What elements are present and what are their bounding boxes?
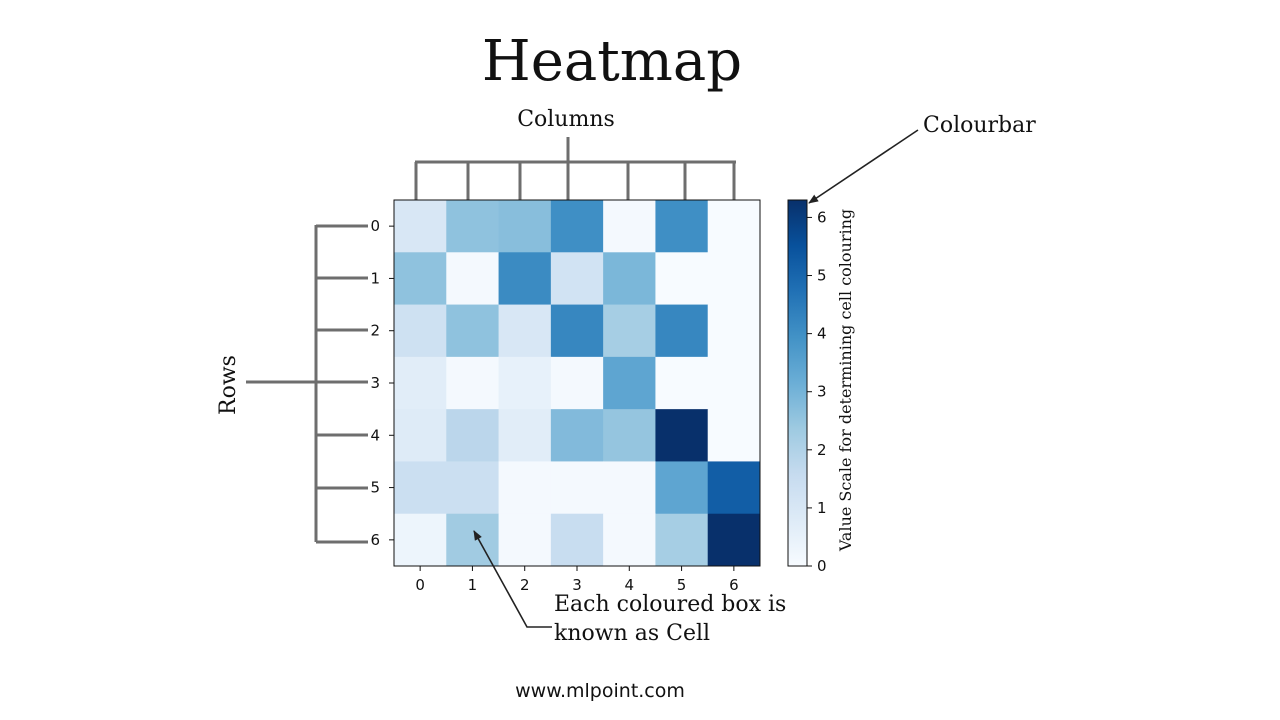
- colourbar-arrow: [808, 129, 919, 204]
- heatmap-cell-3-6: [707, 356, 761, 410]
- heatmap-cell-2-1: [446, 304, 500, 358]
- x-tick-label: 4: [625, 576, 635, 594]
- heatmap-cell-1-3: [550, 252, 604, 306]
- y-tick-label: 1: [370, 269, 380, 287]
- heatmap-cell-2-6: [707, 304, 761, 358]
- heatmap-cell-0-5: [655, 200, 709, 253]
- heatmap-cell-4-3: [550, 409, 604, 462]
- y-tick-label: 3: [370, 374, 380, 392]
- heatmap-cell-0-1: [446, 200, 500, 253]
- heatmap-cell-1-2: [498, 252, 552, 306]
- colourbar-tick-label: 3: [817, 383, 827, 401]
- y-axis-ticks: 0 1 2 3 4 5 6: [370, 217, 394, 549]
- heatmap-cell-3-0: [394, 356, 447, 410]
- rows-bracket: [246, 224, 368, 544]
- heatmap-cell-1-0: [394, 252, 447, 306]
- heatmap-cell-4-0: [394, 409, 447, 462]
- x-tick-label: 5: [677, 576, 687, 594]
- heatmap-cell-1-4: [603, 252, 656, 306]
- columns-bracket: [414, 137, 736, 200]
- heatmap-cell-4-1: [446, 409, 500, 462]
- heatmap-cell-0-6: [707, 200, 761, 253]
- heatmap-cell-4-6: [707, 409, 761, 462]
- colourbar-tick-label: 5: [817, 267, 827, 285]
- heatmap-cell-5-1: [446, 461, 500, 515]
- heatmap-cell-3-3: [550, 356, 604, 410]
- heatmap-cell-5-5: [655, 461, 709, 515]
- colourbar-label: Colourbar: [923, 113, 1036, 138]
- colourbar-tick-label: 1: [817, 499, 827, 517]
- heatmap-cell-6-5: [655, 513, 709, 567]
- heatmap-cell-3-5: [655, 356, 709, 410]
- heatmap-cell-5-4: [603, 461, 656, 515]
- heatmap-cell-6-0: [394, 513, 447, 567]
- heatmap-cell-5-2: [498, 461, 552, 515]
- footer-url: www.mlpoint.com: [515, 680, 685, 702]
- heatmap-cell-6-6: [707, 513, 761, 567]
- x-tick-label: 3: [572, 576, 582, 594]
- heatmap-grid: [394, 200, 761, 567]
- x-tick-label: 0: [415, 576, 425, 594]
- heatmap-cell-6-3: [550, 513, 604, 567]
- heatmap-cell-0-0: [394, 200, 447, 253]
- heatmap-cell-1-1: [446, 252, 500, 306]
- heatmap-cell-1-5: [655, 252, 709, 306]
- cell-arrow: [473, 530, 552, 628]
- y-tick-label: 0: [370, 217, 380, 235]
- heatmap-cell-2-0: [394, 304, 447, 358]
- heatmap-cell-3-1: [446, 356, 500, 410]
- heatmap-cell-0-2: [498, 200, 552, 253]
- cell-note-line2: known as Cell: [554, 621, 710, 646]
- heatmap-cell-2-3: [550, 304, 604, 358]
- heatmap-cell-0-4: [603, 200, 656, 253]
- heatmap-cell-3-4: [603, 356, 656, 410]
- x-tick-label: 2: [520, 576, 530, 594]
- heatmap-cell-6-4: [603, 513, 656, 567]
- heatmap-cell-2-2: [498, 304, 552, 358]
- x-tick-label: 6: [729, 576, 739, 594]
- heatmap-cell-5-3: [550, 461, 604, 515]
- heatmap-cell-4-5: [655, 409, 709, 462]
- y-tick-label: 5: [370, 479, 380, 497]
- colourbar-tick-label: 2: [817, 441, 827, 459]
- heatmap-cell-5-6: [707, 461, 761, 515]
- heatmap-cell-0-3: [550, 200, 604, 253]
- heatmap-cell-2-4: [603, 304, 656, 358]
- heatmap-cell-5-0: [394, 461, 447, 515]
- colourbar-axis-label: Value Scale for determining cell colouri…: [836, 209, 855, 552]
- y-tick-label: 4: [370, 426, 380, 444]
- y-tick-label: 2: [370, 322, 380, 340]
- colourbar-ticks: 0 1 2 3 4 5 6: [807, 208, 827, 575]
- heatmap-cell-6-2: [498, 513, 552, 567]
- y-tick-label: 6: [370, 531, 380, 549]
- colourbar-tick-label: 0: [817, 557, 827, 575]
- heatmap-cell-1-6: [707, 252, 761, 306]
- columns-label: Columns: [517, 107, 615, 132]
- rows-label: Rows: [216, 355, 241, 415]
- heatmap-cell-3-2: [498, 356, 552, 410]
- colourbar-tick-label: 6: [817, 208, 827, 226]
- heatmap-cell-4-2: [498, 409, 552, 462]
- heatmap-cell-4-4: [603, 409, 656, 462]
- x-tick-label: 1: [468, 576, 478, 594]
- x-axis-ticks: 0 1 2 3 4 5 6: [415, 566, 739, 594]
- cell-note-line1: Each coloured box is: [554, 592, 786, 617]
- colourbar: [787, 199, 808, 567]
- colourbar-tick-label: 4: [817, 325, 827, 343]
- heatmap-cell-2-5: [655, 304, 709, 358]
- page-title: Heatmap: [482, 29, 742, 94]
- heatmap-cell-6-1: [446, 513, 500, 567]
